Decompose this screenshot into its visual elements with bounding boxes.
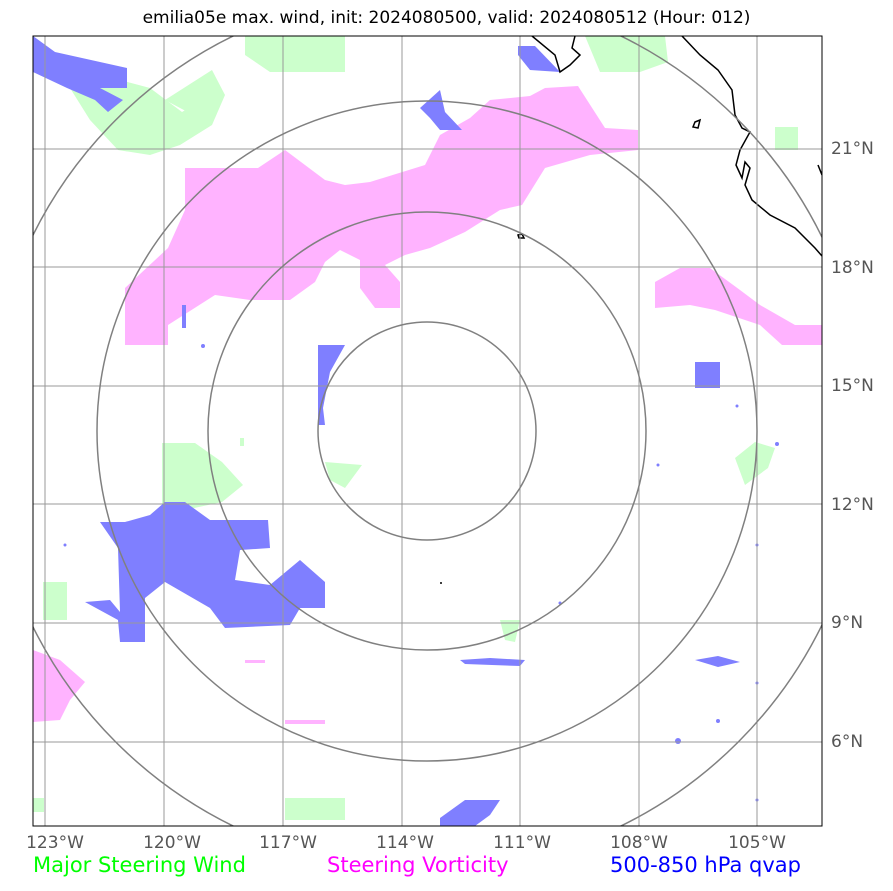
lat-label: 15°N (831, 376, 874, 396)
qvap-areas (33, 36, 779, 826)
coastline (517, 36, 822, 257)
lon-label: 108°W (610, 833, 668, 853)
steering-vorticity-areas (33, 86, 822, 724)
lon-label: 117°W (259, 833, 317, 853)
map-frame (32, 35, 823, 827)
steering-wind-areas (33, 36, 798, 820)
lon-label: 114°W (376, 833, 434, 853)
lat-label: 9°N (831, 613, 864, 633)
range-rings (33, 36, 822, 826)
legend-steering-vorticity: Steering Vorticity (327, 853, 509, 877)
graticule (33, 36, 822, 826)
lon-label: 105°W (728, 833, 786, 853)
map-title: emilia05e max. wind, init: 2024080500, v… (142, 8, 751, 28)
legend-steering-wind: Major Steering Wind (33, 853, 246, 877)
lat-label: 6°N (831, 732, 864, 752)
lon-label: 123°W (26, 833, 84, 853)
lat-label: 21°N (831, 139, 874, 159)
legend-qvap: 500-850 hPa qvap (610, 853, 801, 877)
lat-label: 18°N (831, 258, 874, 278)
lat-label: 12°N (831, 495, 874, 515)
lon-label: 111°W (493, 833, 551, 853)
lon-label: 120°W (143, 833, 201, 853)
storm-center-marker (440, 582, 442, 584)
